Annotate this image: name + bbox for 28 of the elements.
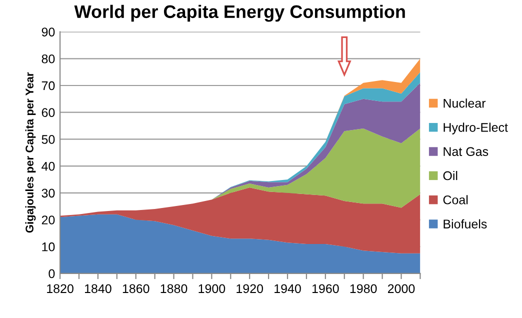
chart-title: World per Capita Energy Consumption: [74, 4, 405, 22]
legend-label: Nat Gas: [444, 147, 488, 156]
y-tick-label: 70: [42, 81, 55, 90]
legend-label: Biofuels: [444, 219, 487, 228]
y-tick-label: 0: [48, 269, 55, 278]
x-tick-label: 1920: [236, 284, 264, 294]
legend-label: Nuclear: [444, 98, 486, 108]
x-tick-label: 1860: [122, 284, 150, 294]
y-tick-label: 10: [42, 242, 55, 252]
y-tick-label: 60: [42, 108, 55, 118]
x-tick-label: 1960: [312, 284, 339, 294]
x-tick-label: 1880: [160, 284, 188, 294]
x-tick-label: 1940: [274, 284, 301, 294]
y-tick-label: 30: [42, 188, 55, 198]
x-tick-label: 1820: [47, 284, 74, 294]
x-tick-label: 2000: [388, 284, 415, 294]
y-tick-label: 40: [42, 162, 55, 171]
x-tick-label: 1840: [84, 284, 112, 294]
y-tick-label: 80: [42, 54, 55, 64]
y-tick-label: 20: [42, 216, 55, 224]
legend-label: Hydro-Elect: [444, 122, 508, 134]
legend-label: Coal: [443, 195, 468, 204]
x-tick-label: 1900: [198, 284, 226, 294]
y-tick-label: 90: [42, 28, 55, 36]
y-axis-title: Gigajoules per Capita per Year: [25, 72, 36, 233]
legend-label: Oil: [443, 170, 458, 180]
y-tick-label: 50: [42, 135, 55, 144]
x-tick-label: 1980: [350, 284, 377, 294]
